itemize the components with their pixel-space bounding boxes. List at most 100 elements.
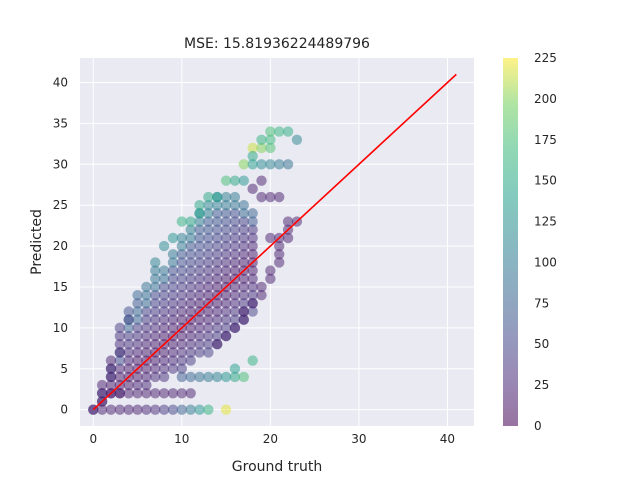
y-tick-label: 30 [53,157,68,171]
data-point [194,281,205,293]
data-point [220,240,232,252]
data-point [212,224,223,235]
data-point [114,388,126,399]
data-point [105,379,117,391]
data-point [176,249,188,260]
data-point [141,289,152,301]
data-point [185,224,196,235]
data-point [212,314,223,325]
data-point [212,208,223,219]
data-point [274,257,285,268]
data-point [185,339,196,350]
data-point [220,216,232,227]
data-point [114,363,126,374]
data-point [203,249,214,260]
data-point [212,216,223,227]
data-point [185,306,196,317]
data-point [247,281,258,293]
data-point [96,379,108,391]
data-point [220,249,232,260]
data-point [167,298,179,309]
data-point [141,404,152,415]
data-point [229,208,241,219]
data-point [185,240,196,252]
data-point [229,371,241,383]
data-point [123,363,134,374]
data-point [176,298,188,309]
data-point [229,200,241,211]
data-point [141,363,152,374]
data-point [203,265,214,276]
data-point [123,404,134,415]
data-point [176,330,188,342]
data-point [158,404,170,415]
data-point [132,298,143,309]
data-point [229,249,241,260]
data-point [274,191,285,203]
data-point [247,298,258,309]
data-point [194,200,205,211]
data-point [105,371,117,383]
data-point [123,314,134,325]
data-point [105,363,117,374]
data-point [247,249,258,260]
data-point [238,175,249,186]
data-point [203,200,214,211]
data-point [203,347,214,358]
data-point [238,159,249,170]
data-point [158,388,170,399]
y-tick-label: 15 [53,280,68,294]
data-point [203,306,214,317]
data-point [282,126,294,137]
data-point [212,371,223,383]
x-tick-label: 20 [263,432,278,446]
data-point [220,175,232,186]
x-tick-label: 30 [351,432,366,446]
x-tick-labels: 0 10 20 30 40 [89,432,455,446]
data-point [274,249,285,260]
data-point [141,281,152,293]
data-point [167,347,179,358]
data-point [176,306,188,317]
y-tick-label: 20 [53,239,68,253]
colorbar [503,58,518,426]
data-point [265,265,276,276]
data-point [194,298,205,309]
data-point [167,355,179,366]
data-point [291,134,303,145]
data-point [176,404,188,415]
data-point [185,257,196,268]
colorbar-tick-label: 125 [534,215,557,229]
data-point [247,150,258,162]
data-point [176,232,188,244]
data-point [123,347,134,358]
data-point [203,191,214,203]
data-point [256,175,267,186]
data-point [167,249,179,260]
data-point [274,126,285,137]
data-point [238,249,249,260]
data-point [220,208,232,219]
data-point [150,355,161,366]
data-point [185,265,196,276]
colorbar-tick-label: 150 [534,174,557,188]
data-point [141,371,152,383]
data-point [96,404,108,415]
data-point [238,371,249,383]
data-point [229,314,241,325]
colorbar-tick-label: 100 [534,255,557,269]
data-point [274,240,285,252]
data-point [167,314,179,325]
data-point [194,404,205,415]
data-point [176,289,188,301]
data-point [229,289,241,301]
data-point [212,257,223,268]
data-point [176,216,188,227]
data-point [238,289,249,301]
data-point [132,314,143,325]
data-point [176,240,188,252]
x-tick-label: 0 [89,432,97,446]
data-point [176,314,188,325]
data-point [212,273,223,284]
data-point [167,388,179,399]
